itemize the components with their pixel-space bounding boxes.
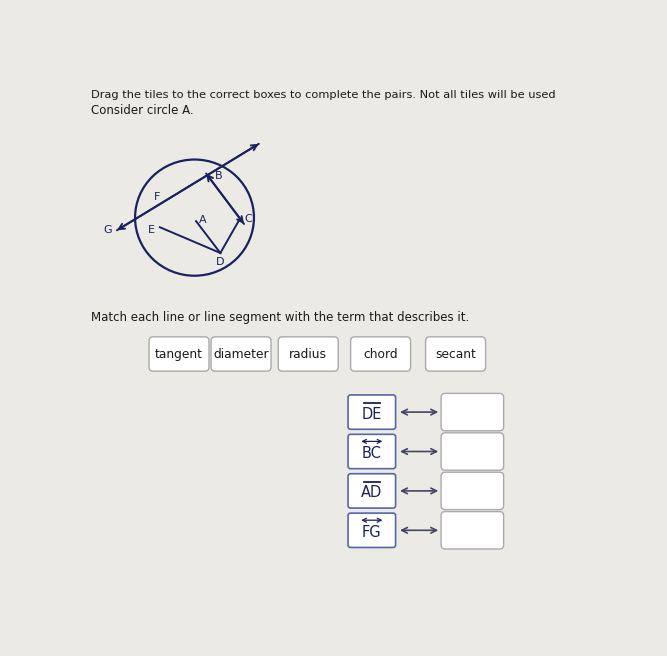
FancyBboxPatch shape [348,395,396,429]
FancyBboxPatch shape [211,337,271,371]
Text: AD: AD [362,485,382,501]
FancyBboxPatch shape [348,513,396,548]
Text: diameter: diameter [213,348,269,361]
FancyBboxPatch shape [426,337,486,371]
FancyBboxPatch shape [441,472,504,510]
Text: FG: FG [362,525,382,540]
Text: D: D [216,257,225,267]
Text: C: C [244,214,251,224]
Text: secant: secant [435,348,476,361]
Text: E: E [148,225,155,236]
Text: A: A [199,215,206,224]
FancyBboxPatch shape [441,512,504,549]
FancyBboxPatch shape [441,433,504,470]
Text: F: F [153,192,160,202]
Text: Match each line or line segment with the term that describes it.: Match each line or line segment with the… [91,311,470,324]
FancyBboxPatch shape [278,337,338,371]
Text: chord: chord [364,348,398,361]
Text: B: B [215,171,222,180]
Text: Consider circle A.: Consider circle A. [91,104,193,117]
Text: tangent: tangent [155,348,203,361]
FancyBboxPatch shape [348,474,396,508]
FancyBboxPatch shape [348,434,396,468]
Text: DE: DE [362,407,382,422]
FancyBboxPatch shape [441,394,504,431]
Text: G: G [103,225,112,236]
Text: BC: BC [362,446,382,461]
Text: Drag the tiles to the correct boxes to complete the pairs. Not all tiles will be: Drag the tiles to the correct boxes to c… [91,90,556,100]
Text: radius: radius [289,348,327,361]
FancyBboxPatch shape [149,337,209,371]
FancyBboxPatch shape [351,337,411,371]
